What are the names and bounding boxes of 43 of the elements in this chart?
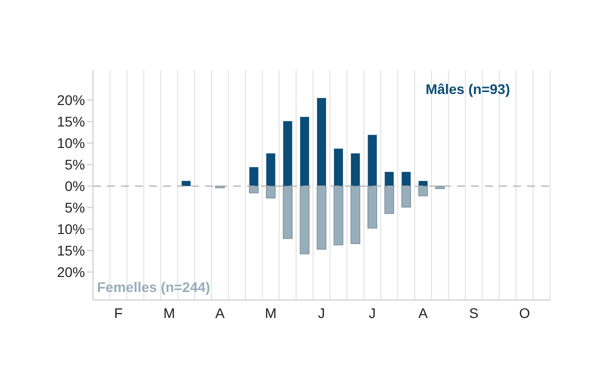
bar xyxy=(282,186,292,239)
x-tick-label: J xyxy=(318,304,325,321)
x-tick-label: S xyxy=(469,304,479,321)
bar xyxy=(266,153,276,186)
y-tick-label: 20% xyxy=(56,92,85,108)
y-tick-label: 5% xyxy=(64,156,85,173)
bar xyxy=(266,186,276,198)
x-tick-label: M xyxy=(264,304,277,321)
y-tick-label: 15% xyxy=(56,242,85,259)
y-tick-label: 15% xyxy=(56,114,85,130)
y-tick-label: 0% xyxy=(64,178,85,194)
bar xyxy=(384,172,394,186)
bar xyxy=(249,167,258,186)
bar xyxy=(182,180,191,186)
bar xyxy=(300,116,310,186)
x-tick-label: F xyxy=(114,304,123,321)
y-tick-label: 10% xyxy=(56,221,85,238)
x-tick-label: A xyxy=(215,304,226,321)
bar xyxy=(418,186,428,196)
bar xyxy=(368,134,377,186)
bar xyxy=(435,186,445,189)
x-tick-label: J xyxy=(368,304,376,321)
bar xyxy=(249,186,259,194)
bar xyxy=(283,121,292,186)
x-tick-label: M xyxy=(163,304,176,321)
y-tick-label: 10% xyxy=(56,135,85,152)
y-tick-label: 5% xyxy=(64,200,85,216)
bar xyxy=(350,153,360,186)
y-tick-label: 20% xyxy=(56,264,85,280)
x-tick-label: A xyxy=(418,304,428,321)
bar xyxy=(300,186,310,254)
bar xyxy=(334,148,343,186)
text: Femelles (n=244) xyxy=(97,279,210,295)
bar xyxy=(350,186,360,244)
bar xyxy=(368,186,378,229)
text: Mâles (n=93) xyxy=(426,81,510,97)
bar xyxy=(316,186,326,250)
bar xyxy=(402,172,411,186)
bar xyxy=(334,186,344,246)
bar xyxy=(384,186,394,214)
x-tick-label: O xyxy=(519,304,530,321)
bar xyxy=(317,98,326,186)
bar xyxy=(401,186,411,208)
